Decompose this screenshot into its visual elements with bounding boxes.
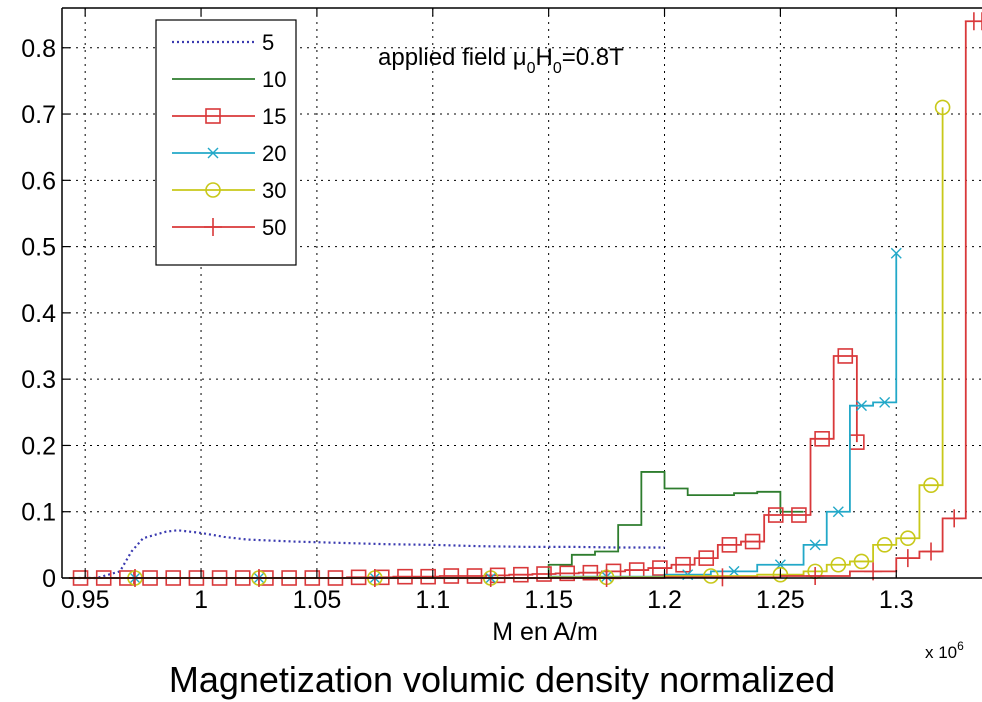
x-tick-label: 1.15 [524, 586, 573, 614]
x-tick-label: 1.05 [293, 586, 342, 614]
legend-entry: 5 [172, 30, 274, 55]
circle-marker [853, 553, 870, 570]
legend-entry: 15 [172, 104, 286, 129]
y-tick-label: 0.2 [21, 432, 56, 460]
y-tick-label: 0.7 [21, 101, 56, 129]
legend-entry: 30 [172, 178, 286, 203]
legend-label: 30 [262, 178, 286, 203]
series-10 [68, 471, 804, 579]
legend-label: 15 [262, 104, 286, 129]
plus-marker [204, 218, 222, 236]
y-tick-label: 0 [42, 565, 56, 593]
legend-entry: 10 [172, 67, 286, 92]
square-marker [420, 568, 436, 585]
square-marker [513, 566, 529, 583]
square-marker [767, 507, 784, 523]
y-tick-label: 0.4 [21, 300, 56, 328]
square-marker [536, 566, 552, 582]
legend: 5 10 15 20 30 50 [155, 19, 297, 266]
y-tick-label: 0.5 [21, 234, 56, 262]
square-marker [466, 568, 483, 584]
x-marker [856, 400, 867, 412]
y-tick-label: 0.3 [21, 366, 56, 394]
circle-marker [830, 556, 847, 573]
square-marker [652, 560, 668, 576]
plus-marker [806, 567, 825, 586]
plus-marker [973, 12, 982, 31]
square-marker [397, 568, 413, 585]
x-marker [809, 539, 821, 551]
square-marker [791, 507, 807, 523]
square-marker [837, 348, 854, 364]
y-tick-label: 0.6 [21, 167, 56, 195]
square-marker [744, 533, 761, 550]
x-tick-label: 1.3 [879, 586, 914, 614]
legend-entry: 20 [172, 141, 286, 166]
square-marker [721, 537, 738, 553]
square-marker [675, 556, 691, 573]
circle-marker [934, 99, 951, 116]
circle-marker [772, 566, 789, 583]
legend-label: 20 [262, 141, 286, 166]
square-marker [559, 565, 575, 582]
tick-layer: 0.95 1 1.05 1.1 1.15 1.2 1.25 1.3 0 0.1 0.2 0.3 0.4 0… [21, 8, 914, 614]
circle-marker [703, 568, 719, 584]
x-axis-title: M en A/m [492, 618, 598, 646]
y-tick-label: 0.8 [21, 35, 56, 63]
legend-label: 50 [262, 215, 286, 240]
plus-marker [945, 509, 964, 528]
series-line [68, 471, 804, 579]
legend-entries: 5 10 15 20 30 50 [172, 30, 286, 240]
square-marker [814, 431, 830, 447]
x-marker [890, 247, 902, 259]
x-marker [832, 506, 844, 518]
square-marker [443, 568, 460, 584]
x-marker [879, 396, 891, 408]
y-tick-label: 0.1 [21, 499, 56, 527]
x-axis-exponent: x 106 [925, 639, 964, 662]
legend-label: 10 [262, 67, 286, 92]
square-marker [205, 108, 221, 124]
figure-caption: Magnetization volumic density normalized [169, 659, 835, 700]
square-marker [582, 564, 599, 581]
x-tick-label: 0.95 [61, 586, 110, 614]
circle-marker [900, 530, 916, 547]
x-tick-label: 1 [194, 586, 208, 614]
legend-box [155, 19, 297, 266]
x-tick-label: 1.1 [415, 586, 450, 614]
x-marker [728, 565, 740, 577]
square-marker [698, 550, 715, 566]
circle-marker [923, 477, 939, 494]
x-tick-label: 1.25 [756, 586, 805, 614]
x-tick-label: 1.2 [647, 586, 682, 614]
x-marker [207, 147, 219, 159]
circle-marker [876, 537, 893, 553]
plus-marker [922, 542, 941, 561]
annotation-text: applied field μ0H0=0.8T [378, 44, 624, 77]
legend-label: 5 [262, 30, 274, 55]
annotation: applied field μ0H0=0.8T [378, 44, 624, 77]
legend-entry: 50 [172, 215, 286, 240]
circle-marker [205, 182, 221, 198]
plus-marker [898, 549, 917, 568]
